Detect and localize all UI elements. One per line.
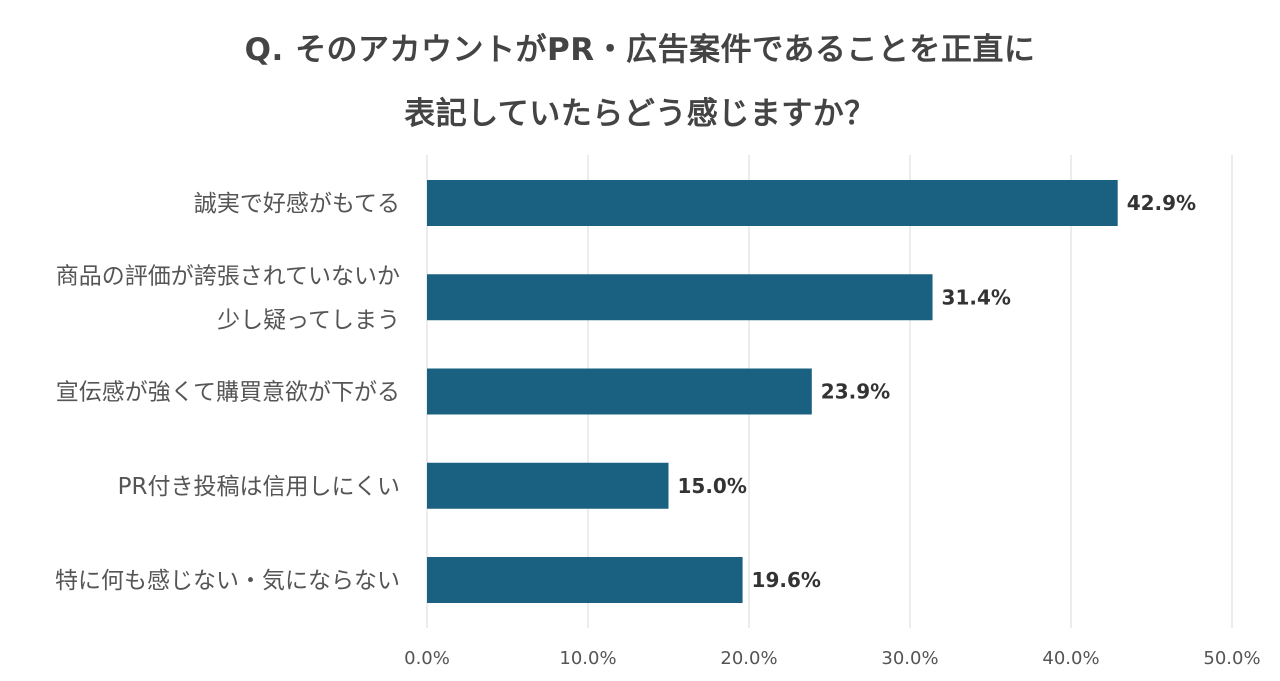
category-label: 少し疑ってしまう [217, 307, 400, 333]
bar-value-label: 23.9% [821, 380, 890, 404]
chart-title-line-2: 表記していたらどう感じますか？ [404, 96, 876, 132]
x-tick-label: 40.0% [1042, 648, 1099, 669]
category-label: 誠実で好感がもてる [194, 191, 400, 217]
bar-value-label: 15.0% [678, 474, 747, 498]
category-label: 宣伝感が強くて購買意欲が下がる [56, 380, 400, 406]
x-tick-label: 20.0% [720, 648, 777, 669]
category-label: 商品の評価が誇張されていないか [56, 263, 400, 289]
bar [427, 368, 812, 415]
bar [427, 462, 669, 509]
category-label: PR付き投稿は信用しにくい [118, 474, 400, 500]
x-tick-label: 50.0% [1203, 648, 1260, 669]
category-label: 特に何も感じない・気にならない [55, 568, 400, 594]
chart-title-line-1: Q. そのアカウントがPR・広告案件であることを正直に [244, 32, 1036, 68]
labels: 0.0% 10.0% 20.0% 30.0% 40.0% 50.0% 42.9% 誠実で好感が… [55, 191, 1261, 669]
bar-value-label: 19.6% [752, 568, 821, 592]
bar-value-label: 42.9% [1127, 191, 1196, 215]
x-tick-label: 0.0% [404, 648, 450, 669]
bar [427, 274, 933, 321]
x-tick-label: 10.0% [559, 648, 616, 669]
bar [427, 557, 743, 603]
bars [427, 180, 1118, 603]
bar [427, 180, 1118, 226]
bar-value-label: 31.4% [942, 285, 1011, 309]
x-tick-label: 30.0% [881, 648, 938, 669]
